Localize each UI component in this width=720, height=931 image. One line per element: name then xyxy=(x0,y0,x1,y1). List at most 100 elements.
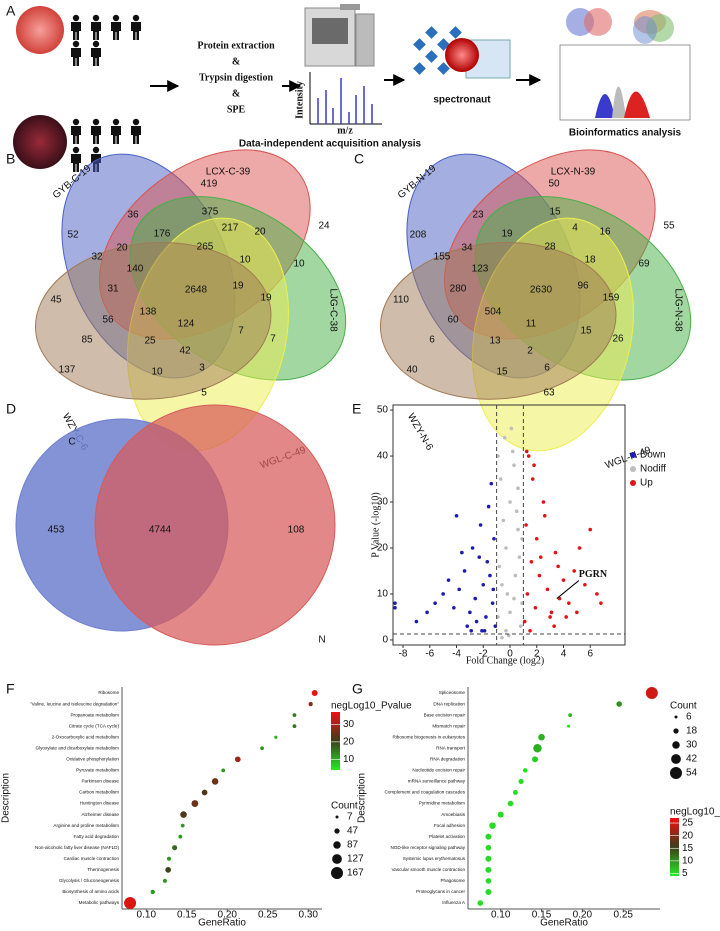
tissue-normal xyxy=(16,6,64,54)
point xyxy=(490,601,495,605)
y-tick-label: Phagosome xyxy=(440,878,465,883)
y-tick-label: Influenza A xyxy=(442,900,466,905)
x-tick-label: 4 xyxy=(561,649,567,660)
venn-set xyxy=(379,241,617,400)
set-label: LCX-C-39 xyxy=(206,167,251,178)
point xyxy=(556,564,560,569)
venn-count: 375 xyxy=(202,207,219,218)
y-tick-label: Biosynthesis of amino acids xyxy=(62,889,119,894)
legend-title: negLog10_Pvalue xyxy=(670,807,720,818)
venn-count: 110 xyxy=(393,295,409,306)
legend-dot xyxy=(331,867,343,879)
axis-title: Description xyxy=(1,773,12,823)
y-tick-label: Arginine and proline metabolism xyxy=(53,823,119,828)
point xyxy=(393,601,397,605)
y-tick-label: NOD-like receptor signaling pathway xyxy=(390,845,465,850)
person-body xyxy=(71,126,81,144)
dot xyxy=(166,856,171,861)
venn-count: 19 xyxy=(260,293,272,304)
y-tick-label: Spliceosome xyxy=(439,690,466,695)
dot xyxy=(234,756,241,763)
point xyxy=(567,601,571,605)
legend-label: 47 xyxy=(347,826,359,837)
venn-count: 140 xyxy=(127,264,144,275)
venn-count: 504 xyxy=(485,307,502,318)
set-label: C xyxy=(68,437,75,448)
y-tick-label: RNA degradation xyxy=(430,757,465,762)
y-tick-label: 30 xyxy=(377,497,389,508)
x-tick-label: -8 xyxy=(399,649,408,660)
dot xyxy=(292,713,297,717)
dot xyxy=(497,811,504,818)
venn-count: 6 xyxy=(429,335,435,346)
dot xyxy=(489,822,496,829)
point xyxy=(575,610,579,615)
legend-label: 10 xyxy=(682,856,694,867)
person-head xyxy=(72,14,80,22)
dot xyxy=(538,733,545,741)
point xyxy=(425,610,429,615)
venn-count: 40 xyxy=(406,365,418,376)
dot xyxy=(162,878,167,883)
venn-count: 60 xyxy=(447,315,459,326)
person-head xyxy=(132,118,140,126)
point xyxy=(533,605,538,610)
point xyxy=(457,587,461,592)
point xyxy=(462,569,467,573)
venn-count: 7 xyxy=(238,326,244,337)
point xyxy=(599,601,603,605)
x-tick-label: 0.20 xyxy=(573,910,593,921)
point xyxy=(504,628,508,633)
panel-label: B xyxy=(6,151,15,167)
point xyxy=(492,536,496,541)
point xyxy=(502,435,507,440)
venn-count: 5 xyxy=(201,388,207,399)
person-head xyxy=(92,40,100,48)
point xyxy=(561,578,566,582)
venn-count: 32 xyxy=(91,252,103,263)
venn-count: 55 xyxy=(663,221,675,232)
venn-count: 16 xyxy=(599,227,611,238)
point xyxy=(500,582,504,587)
y-tick-label: 50 xyxy=(377,405,389,416)
venn-count: 123 xyxy=(472,264,489,275)
dot xyxy=(178,834,183,839)
point xyxy=(498,477,503,481)
point xyxy=(504,546,508,550)
venn-count: 34 xyxy=(461,243,473,254)
panel-a-graphics xyxy=(13,4,691,169)
point xyxy=(478,523,483,527)
point xyxy=(500,635,504,640)
x-tick-label: 0.15 xyxy=(532,910,552,921)
venn-count: 36 xyxy=(127,210,139,221)
point xyxy=(489,481,494,486)
point xyxy=(513,573,518,578)
legend-label: 20 xyxy=(343,737,355,748)
dot xyxy=(260,746,264,751)
point xyxy=(548,615,552,619)
dot xyxy=(201,789,208,796)
venn-count: 10 xyxy=(293,259,305,270)
y-tick-label: Metabolic pathways xyxy=(79,900,120,905)
person-body xyxy=(91,48,101,66)
point xyxy=(469,628,474,633)
y-tick-label: Pyruvate metabolism xyxy=(76,768,119,773)
y-tick-label: Mismatch repair xyxy=(432,723,465,728)
point xyxy=(541,500,546,504)
person-head xyxy=(92,118,100,126)
point xyxy=(482,628,487,633)
venn-count: 419 xyxy=(201,179,218,190)
person-body xyxy=(131,22,141,40)
x-tick-label: -6 xyxy=(425,649,434,660)
venn-count: 2648 xyxy=(185,285,208,296)
spectrum xyxy=(309,72,382,125)
legend-dot xyxy=(332,854,342,864)
dot xyxy=(485,855,492,862)
point xyxy=(470,546,475,550)
dot xyxy=(533,744,542,753)
venn-count: 25 xyxy=(144,336,156,347)
dot xyxy=(485,866,492,873)
point xyxy=(468,610,472,615)
person-head xyxy=(132,14,140,22)
